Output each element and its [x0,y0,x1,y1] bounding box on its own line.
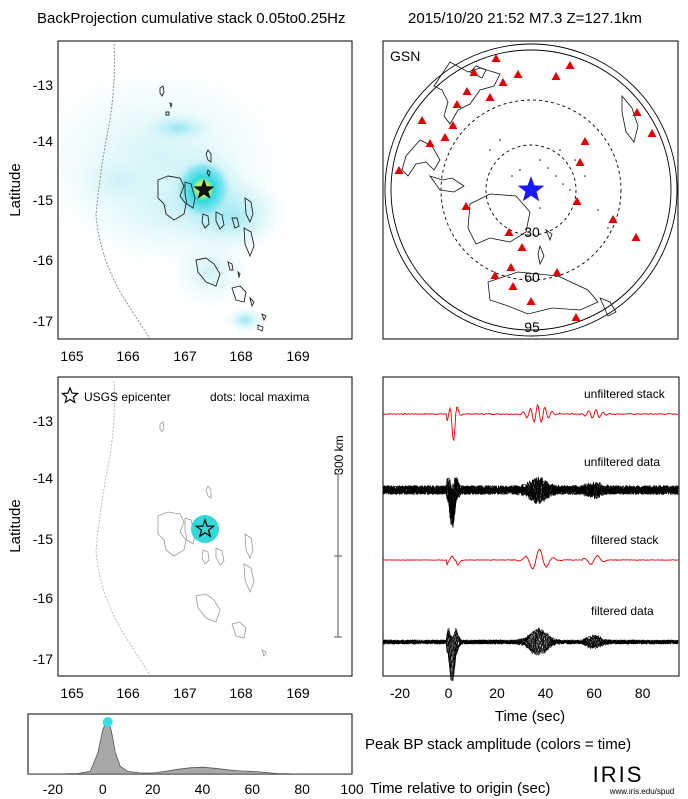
x-tick-label: 165 [60,348,84,364]
distance-ring-95 [390,49,672,331]
stack-energy-heatmap [58,55,300,334]
local-maximum-dot [191,515,219,543]
x-tick-label: 20 [145,781,161,797]
filtered-stack-trace [382,548,679,570]
x-tick-labels: -20 0 20 40 60 80 100 [43,781,364,797]
x-tick-label: -20 [390,685,410,701]
station-globe-panel: GSN 30 60 95 [382,40,679,340]
x-tick-label: 0 [445,685,453,701]
y-tick-label: -13 [33,77,53,93]
peak-plot-title: Peak BP stack amplitude (colors = time) [365,736,631,753]
y-tick-labels: -13 -14 -15 -16 -17 [33,413,53,667]
globe-outline [384,43,678,337]
backprojection-map-panel: Latitude -13 -14 -15 -16 -17 165 166 167… [7,40,353,364]
x-tick-label: 169 [286,685,310,701]
x-tick-label: 165 [60,685,84,701]
x-tick-label: 60 [245,781,261,797]
y-axis-label: Latitude [7,163,24,216]
scale-bar-label: 300 km [332,435,346,474]
x-tick-label: 167 [173,685,197,701]
x-tick-label: 166 [116,348,140,364]
coastlines [157,85,267,332]
y-axis-label: Latitude [7,499,24,552]
peak-amplitude-area [28,721,352,774]
legend-star-icon [60,386,80,404]
x-tick-label: 60 [586,685,602,701]
peak-plot-xlabel: Time relative to origin (sec) [370,780,550,797]
y-tick-label: -17 [33,651,53,667]
iris-logo-url: www.iris.edu/spud [609,787,674,796]
y-tick-label: -14 [33,470,53,486]
figure-title: BackProjection cumulative stack 0.05to0.… [37,10,346,27]
y-tick-label: -14 [33,133,53,149]
y-tick-label: -17 [33,313,53,329]
trace-layer [382,404,679,682]
station-markers [394,54,657,321]
x-tick-label: 100 [340,781,364,797]
seismogram-panel: unfiltered stack unfiltered data filtere… [382,376,680,725]
x-tick-label: 0 [99,781,107,797]
x-tick-label: 20 [489,685,505,701]
scale-bar [334,473,342,638]
trace-label: filtered data [591,604,654,618]
unfiltered-data-trace [383,477,679,519]
legend-dots-label: dots: local maxima [210,390,310,404]
ring-label-60: 60 [524,269,540,285]
x-tick-label: 168 [229,685,253,701]
x-tick-labels: -20 0 20 40 60 80 [390,685,651,701]
unfiltered-stack-trace [382,404,679,441]
y-tick-label: -15 [33,192,53,208]
coastlines [157,421,267,658]
iris-logo: IRIS www.iris.edu/spud [593,762,675,796]
x-tick-label: 168 [229,348,253,364]
peak-amplitude-panel: -20 0 20 40 60 80 100 Peak BP stack ampl… [27,713,631,797]
x-tick-label: -20 [43,781,63,797]
unfiltered-data-trace [382,477,679,523]
x-axis-label: Time (sec) [495,708,565,725]
epicenter-star [193,179,215,199]
peak-frame [27,713,353,775]
filtered-data-trace [382,629,679,654]
x-tick-labels: 165 166 167 168 169 [60,348,310,364]
filtered-data-trace [382,630,679,655]
trace-label: filtered stack [591,533,659,547]
trace-label: unfiltered data [584,455,660,469]
filtered-data-trace [382,628,679,655]
local-maxima-map-panel: USGS epicenter dots: local maxima 300 km… [7,376,353,701]
x-tick-label: 169 [286,348,310,364]
peak-marker [102,717,113,727]
ring-label-30: 30 [524,224,540,240]
ocean-island-dots [489,139,609,229]
y-tick-labels: -13 -14 -15 -16 -17 [33,77,53,329]
x-tick-label: 80 [294,781,310,797]
x-tick-label: 80 [635,685,651,701]
globe-coastlines [401,61,639,317]
y-tick-label: -13 [33,413,53,429]
map-frame [57,40,353,340]
legend-epicenter-label: USGS epicenter [84,390,171,404]
source-star [517,176,545,202]
x-tick-label: 40 [538,685,554,701]
epicenter-star [194,518,216,538]
y-tick-label: -15 [33,531,53,547]
distance-ring-30 [485,144,577,236]
x-tick-label: 40 [195,781,211,797]
event-info: 2015/10/20 21:52 M7.3 Z=127.1km [408,10,642,27]
iris-logo-text: IRIS [593,762,644,787]
x-tick-label: 167 [173,348,197,364]
ring-label-95: 95 [524,319,540,335]
y-tick-label: -16 [33,590,53,606]
y-tick-label: -16 [33,252,53,268]
trace-label: unfiltered stack [584,387,666,401]
traces-frame [382,376,680,677]
x-tick-label: 166 [116,685,140,701]
trench-line [95,380,151,676]
network-label: GSN [390,48,420,64]
x-tick-labels: 165 166 167 168 169 [60,685,310,701]
